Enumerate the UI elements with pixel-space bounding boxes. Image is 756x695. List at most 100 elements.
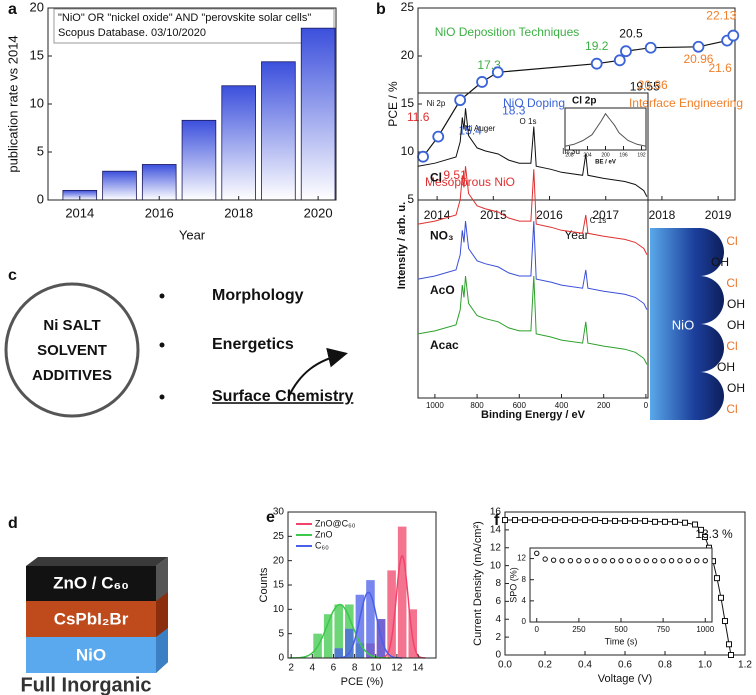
marker [722,618,728,625]
value-label: 9.51 [443,168,467,182]
x-tick-label: 4 [310,663,316,674]
annotation: Scopus Database. 03/10/2020 [58,27,206,39]
spectrum [417,275,648,365]
value-label: 21.6 [708,61,732,75]
marker [652,518,658,525]
y-axis-label: Current Density (mA/cm²) [472,521,484,646]
marker [692,521,698,528]
termination: Cl [726,276,737,290]
y-tick-label: 4 [495,614,501,625]
circle [4,282,140,418]
legend-label: C₆₀ [315,540,329,550]
inset-marker [609,557,616,564]
x-tick-label: 250 [572,625,586,634]
termination: OH [727,318,745,332]
y-tick-label: 0 [522,617,527,626]
termination: Cl [726,234,737,248]
bullet-text: Surface Chemistry [212,388,353,405]
panel-label: b [376,1,386,18]
hist-bar [334,604,344,658]
layer [26,601,156,637]
spectrum [417,108,648,197]
marker [562,517,568,524]
nio-surface [650,228,724,420]
x-tick-label: 750 [656,625,670,634]
panel-c-diagram: Ni SALT SOLVENT ADDITIVES Morphology Ene… [4,228,724,420]
marker [662,518,668,525]
inset-marker [550,557,557,563]
inset-marker [576,557,582,564]
inset-title: Cl 2p [572,96,596,107]
bullet [159,342,165,348]
panel-label: c [8,267,17,284]
y-axis-label: Counts [258,567,270,602]
x-tick-label: 2016 [145,205,174,220]
x-tick-label: 0 [644,401,649,410]
inset-marker [618,557,624,564]
bar [261,61,296,201]
value-label: 18.3 [502,103,526,117]
layer-side [156,592,168,637]
x-tick-label: 500 [614,625,628,634]
annotation: "NiO" OR "nickel oxide" AND "perovskite … [58,12,311,24]
x-tick-label: 204 [583,152,592,158]
marker [476,76,488,88]
inset-marker [660,557,666,564]
marker [698,526,704,533]
y-tick-label: 20 [30,0,44,14]
marker [582,517,588,524]
inset-bg [565,108,646,150]
x-tick-label: 0.6 [618,660,632,671]
layer-label: CsPbI₂Br [54,609,129,628]
hist-bar [397,526,407,658]
layer-label: ZnO / C₆₀ [53,573,129,592]
hist-bar [323,614,333,658]
inset-spectrum [564,112,647,147]
y-tick-label: 15 [273,580,285,591]
bar [102,170,137,201]
marker [692,40,705,53]
value-label: 22.13 [706,9,736,23]
marker [620,45,632,58]
marker [613,54,626,67]
value-label: 20.96 [683,52,713,66]
nio-label: NiO [672,317,694,332]
x-tick-label: 208 [565,152,574,158]
x-axis-label: Year [179,227,206,242]
x-tick-label: 2015 [480,208,507,222]
inset-marker [534,550,540,556]
bar [221,85,256,201]
series-label: NO₃ [430,228,454,242]
panel-d-diagram: ZnO / C₆₀ CsPbI₂Br NiO Full Inorganic [20,557,168,695]
y-tick-label: 14 [490,525,502,536]
marker [417,150,429,163]
marker [672,518,678,525]
peak-label: Ni 2p [427,99,446,108]
x-tick-label: 192 [637,152,646,158]
marker [642,517,648,524]
x-tick-label: 2020 [304,205,333,220]
y-tick-label: 8 [522,575,527,584]
layer-top [26,557,168,566]
x-axis-label: PCE (%) [341,676,384,688]
y-tick-label: 6 [495,596,501,607]
y-tick-label: 12 [517,554,526,563]
marker [542,517,548,524]
annotation-box [53,8,335,44]
marker [682,519,688,526]
spectrum [417,166,648,255]
bullet [159,394,165,400]
y-tick-label: 0 [278,653,284,664]
value-label: 20.5 [619,26,643,40]
y-tick-label: 5 [278,628,284,639]
hist-bar [387,570,396,658]
marker [718,594,724,601]
y-tick-label: 30 [273,507,285,518]
bar [300,27,336,201]
x-tick-label: 2019 [705,208,732,222]
y-tick-label: 10 [490,560,502,571]
x-tick-label: 800 [470,401,484,410]
marker [502,517,508,524]
termination: OH [727,297,745,311]
